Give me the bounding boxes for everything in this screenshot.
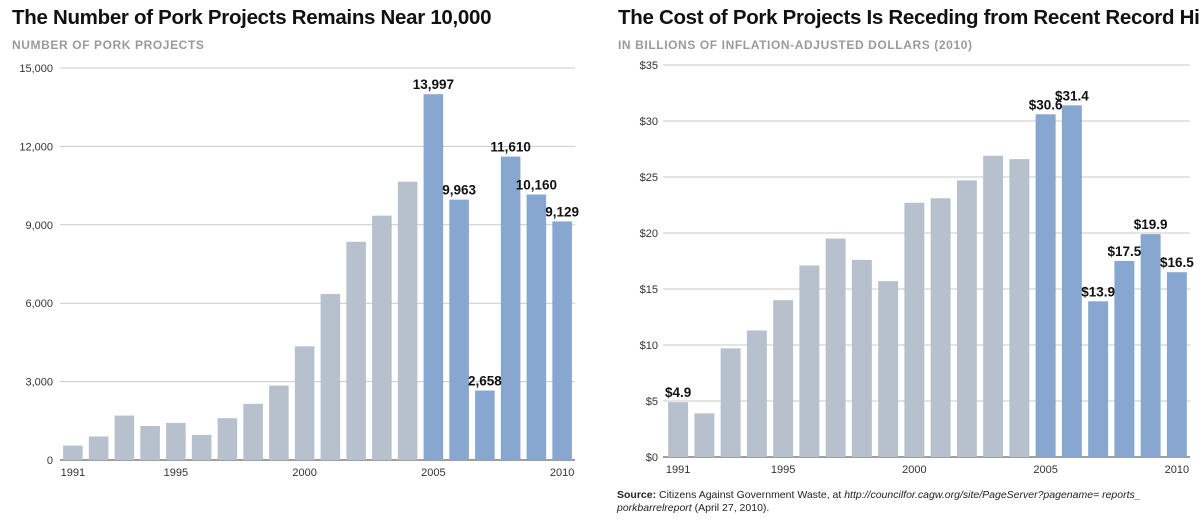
bar-1995 — [166, 422, 186, 460]
x-tick-label: 1991 — [61, 467, 85, 479]
bar-2005 — [423, 94, 444, 460]
bar-2003 — [372, 215, 392, 460]
y-tick-label: $15 — [640, 284, 658, 296]
bar-2004 — [397, 181, 418, 460]
source-text: Citizens Against Government Waste, at — [656, 489, 845, 501]
bar-1998 — [851, 259, 872, 457]
bar-2002 — [346, 241, 366, 460]
data-label-2005: $30.6 — [1029, 97, 1063, 112]
bar-1994 — [140, 426, 160, 460]
x-tick-label: 2000 — [292, 467, 316, 479]
y-tick-label: $20 — [640, 228, 658, 240]
bar-2006 — [449, 199, 469, 460]
y-tick-label: $0 — [646, 452, 658, 464]
bar-2008 — [500, 156, 521, 461]
bar-1991 — [668, 402, 689, 457]
y-tick-label: $25 — [640, 172, 658, 184]
chart-subtitle: NUMBER OF PORK PROJECTS — [12, 38, 205, 52]
chart-subtitle: IN BILLIONS OF INFLATION-ADJUSTED DOLLAR… — [618, 38, 973, 52]
bar-1999 — [269, 385, 289, 460]
data-label-2010: 9,129 — [545, 204, 579, 219]
bar-1997 — [825, 238, 846, 457]
bar-1991 — [63, 445, 83, 460]
y-tick-label: 0 — [47, 455, 53, 467]
bar-2010 — [1166, 272, 1187, 457]
y-tick-label: $30 — [640, 116, 658, 128]
bar-2001 — [320, 294, 341, 460]
bar-2009 — [526, 194, 547, 460]
bar-2008 — [1114, 261, 1135, 457]
source-date: (April 27, 2010). — [691, 502, 770, 514]
bar-2003 — [983, 155, 1004, 457]
chart-title: The Cost of Pork Projects Is Receding fr… — [618, 6, 1200, 29]
chart-title: The Number of Pork Projects Remains Near… — [12, 6, 492, 29]
pork-cost-panel: The Cost of Pork Projects Is Receding fr… — [600, 0, 1200, 530]
bar-1993 — [720, 348, 741, 457]
bar-2000 — [294, 346, 315, 460]
x-tick-label: 2005 — [421, 467, 445, 479]
data-label-2009: 10,160 — [516, 177, 557, 192]
pork-count-chart: 0 3,000 6,000 9,000 12,000 15,000 1991 1995 2000… — [19, 63, 579, 479]
data-label-2009: $19.9 — [1134, 217, 1168, 232]
data-label-2008: $17.5 — [1107, 244, 1141, 259]
bar-1996 — [191, 434, 212, 460]
pork-count-panel: The Number of Pork Projects Remains Near… — [0, 0, 590, 530]
bar-2007 — [1088, 301, 1109, 457]
bar-1992 — [694, 413, 715, 457]
x-tick-label: 2010 — [1165, 464, 1189, 476]
bar-2006 — [1061, 105, 1082, 457]
data-label-2007: 2,658 — [468, 374, 502, 389]
y-tick-label: 6,000 — [25, 298, 53, 310]
data-label-2008: 11,610 — [490, 140, 531, 155]
data-label-1991: $4.9 — [665, 385, 691, 400]
data-label-2006: $31.4 — [1055, 88, 1089, 103]
data-label-2010: $16.5 — [1160, 255, 1194, 270]
x-tick-label: 1991 — [666, 464, 690, 476]
bar-1997 — [217, 418, 238, 460]
bar-2010 — [552, 221, 572, 460]
y-tick-label: $10 — [640, 340, 658, 352]
bar-2007 — [475, 390, 495, 460]
bar-2004 — [1009, 159, 1030, 457]
data-label-2007: $13.9 — [1081, 284, 1115, 299]
y-tick-label: $35 — [640, 60, 658, 72]
source-label: Source: — [617, 489, 657, 501]
bar-1995 — [773, 300, 794, 457]
y-tick-label: 3,000 — [25, 377, 53, 389]
bar-2001 — [930, 198, 951, 457]
x-tick-label: 2000 — [902, 464, 926, 476]
bar-1998 — [243, 403, 263, 460]
pork-cost-chart: $0 $5 $10 $15 $20 $25 $30 $35 1991 1995 2000 2005 20… — [640, 60, 1195, 476]
bar-1994 — [746, 330, 767, 457]
x-tick-label: 1995 — [164, 467, 188, 479]
x-tick-label: 1995 — [771, 464, 795, 476]
y-tick-label: 15,000 — [19, 63, 53, 75]
bar-1992 — [88, 436, 109, 460]
y-tick-label: $5 — [646, 396, 658, 408]
data-label-2006: 9,963 — [442, 183, 476, 198]
y-tick-label: 9,000 — [25, 220, 53, 232]
y-tick-label: 12,000 — [19, 141, 53, 153]
x-tick-label: 2005 — [1033, 464, 1057, 476]
bar-2005 — [1035, 114, 1056, 457]
x-tick-label: 2010 — [550, 467, 574, 479]
data-label-2005: 13,997 — [413, 77, 454, 92]
bar-1993 — [114, 415, 135, 460]
source-url[interactable]: http://councilfor.cagw.org/site/PageServ… — [617, 489, 1141, 514]
bar-1999 — [878, 281, 899, 457]
bar-2000 — [904, 202, 925, 457]
bar-2009 — [1140, 234, 1161, 457]
bar-2002 — [956, 180, 977, 458]
source-note: Source: Citizens Against Government Wast… — [617, 489, 1177, 515]
bar-1996 — [799, 265, 820, 457]
